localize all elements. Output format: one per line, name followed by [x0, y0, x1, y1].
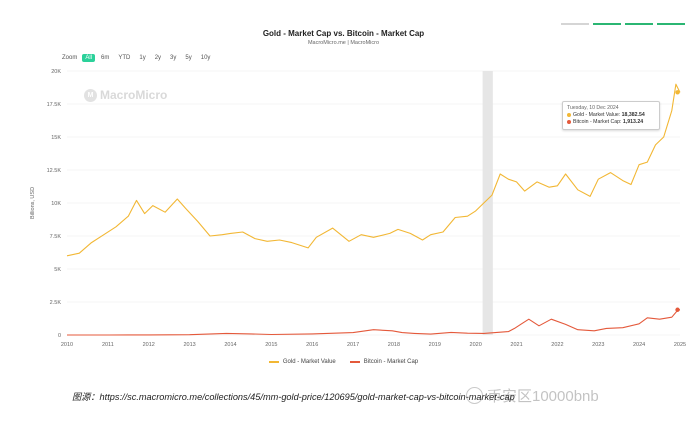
tooltip-date: Tuesday, 10 Dec 2024 — [567, 105, 619, 111]
zoom-bar: Zoom All 6m YTD 1y 2y 3y 5y 10y — [62, 54, 213, 62]
tooltip-gold-marker — [675, 90, 680, 95]
chart-title: Gold - Market Cap vs. Bitcoin - Market C… — [262, 29, 425, 38]
tooltip-bitcoin-label: Bitcoin - Market Cap: — [573, 119, 622, 125]
x-tick-label: 2013 — [183, 342, 195, 348]
top-bar-3 — [625, 23, 653, 25]
overlay-watermark-text: 币安区10000bnb — [487, 388, 599, 405]
x-tick-label: 2019 — [429, 342, 441, 348]
tooltip-bitcoin-value: 1,913.24 — [622, 119, 644, 125]
x-tick-label: 2021 — [510, 342, 522, 348]
highlight-band — [482, 71, 493, 335]
macromicro-logo-icon: M — [84, 88, 97, 102]
overlay-watermark: 币安区10000bnb — [466, 385, 599, 406]
y-tick-label: 7.5K — [50, 234, 62, 240]
tooltip-gold-label: Gold - Market Value: — [573, 112, 621, 118]
tooltip-row-gold: Gold - Market Value: 18,382.54 — [567, 112, 655, 119]
x-tick-label: 2017 — [347, 342, 359, 348]
top-bar-4 — [657, 23, 685, 25]
bitcoin-line-swatch-icon — [349, 361, 360, 363]
y-tick-label: 0 — [58, 333, 61, 339]
chart-legend: Gold - Market Value Bitcoin - Market Cap — [0, 359, 687, 365]
x-tick-label: 2018 — [388, 342, 400, 348]
bitcoin-market-cap-line[interactable] — [67, 309, 681, 336]
x-tick-label: 2011 — [102, 342, 114, 348]
zoom-button-10y[interactable]: 10y — [200, 55, 211, 61]
highlight-band-layer — [482, 71, 493, 335]
tooltip-row-bitcoin: Bitcoin - Market Cap: 1,913.24 — [567, 119, 655, 126]
tooltip-bitcoin-marker — [675, 307, 680, 312]
chart-tooltip: Tuesday, 10 Dec 2024 Gold - Market Value… — [562, 101, 660, 130]
legend-bitcoin-label: Bitcoin - Market Cap — [363, 359, 419, 365]
x-tick-label: 2022 — [551, 342, 563, 348]
y-tick-label: 10K — [51, 201, 61, 207]
watermark-circle-icon — [466, 387, 483, 404]
legend-gold-label: Gold - Market Value — [282, 359, 336, 365]
top-decoration-bars — [561, 23, 685, 25]
y-tick-label: 2.5K — [50, 300, 62, 306]
series-layer — [66, 83, 681, 336]
x-tick-label: 2014 — [224, 342, 236, 348]
zoom-button-2y[interactable]: 2y — [154, 55, 162, 61]
zoom-button-3y[interactable]: 3y — [170, 55, 177, 61]
tick-layer: 0 2.5K 5K 7.5K 10K 12.5K 15K 17.5K 20K 2010 2011 20… — [47, 69, 687, 348]
y-tick-label: 12.5K — [47, 168, 62, 174]
gold-market-value-line[interactable] — [66, 83, 681, 257]
y-tick-label: 5K — [54, 267, 61, 273]
zoom-label: Zoom — [62, 55, 78, 61]
zoom-button-6m[interactable]: 6m — [101, 55, 110, 61]
macromicro-watermark: M MacroMicro — [84, 88, 167, 102]
y-tick-label: 20K — [51, 69, 61, 75]
x-tick-label: 2025 — [674, 342, 686, 348]
top-bar-1 — [561, 23, 589, 25]
zoom-button-1y[interactable]: 1y — [139, 55, 146, 61]
x-tick-label: 2023 — [592, 342, 604, 348]
watermark-text: MacroMicro — [100, 88, 168, 102]
x-tick-label: 2015 — [265, 342, 277, 348]
zoom-button-all[interactable]: All — [82, 54, 96, 62]
zoom-button-5y[interactable]: 5y — [185, 55, 192, 61]
x-tick-label: 2020 — [470, 342, 482, 348]
x-tick-label: 2012 — [143, 342, 155, 348]
gold-dot-icon — [567, 112, 571, 117]
x-tick-label: 2016 — [306, 342, 318, 348]
x-tick-label: 2010 — [61, 342, 73, 348]
legend-item-bitcoin[interactable]: Bitcoin - Market Cap — [349, 359, 419, 365]
gold-line-swatch-icon — [268, 361, 279, 363]
chart-subtitle: MacroMicro.me | MacroMicro — [307, 40, 380, 46]
bitcoin-dot-icon — [567, 119, 571, 124]
y-axis-label: Billions, USD — [30, 187, 36, 219]
top-bar-2 — [593, 23, 621, 25]
y-tick-label: 17.5K — [47, 102, 62, 108]
y-tick-label: 15K — [51, 135, 61, 141]
x-tick-label: 2024 — [633, 342, 645, 348]
tooltip-gold-value: 18,382.54 — [621, 112, 645, 118]
zoom-button-ytd[interactable]: YTD — [118, 55, 131, 61]
source-caption: 图源：https://sc.macromicro.me/collections/… — [72, 392, 515, 402]
legend-item-gold[interactable]: Gold - Market Value — [268, 359, 336, 365]
